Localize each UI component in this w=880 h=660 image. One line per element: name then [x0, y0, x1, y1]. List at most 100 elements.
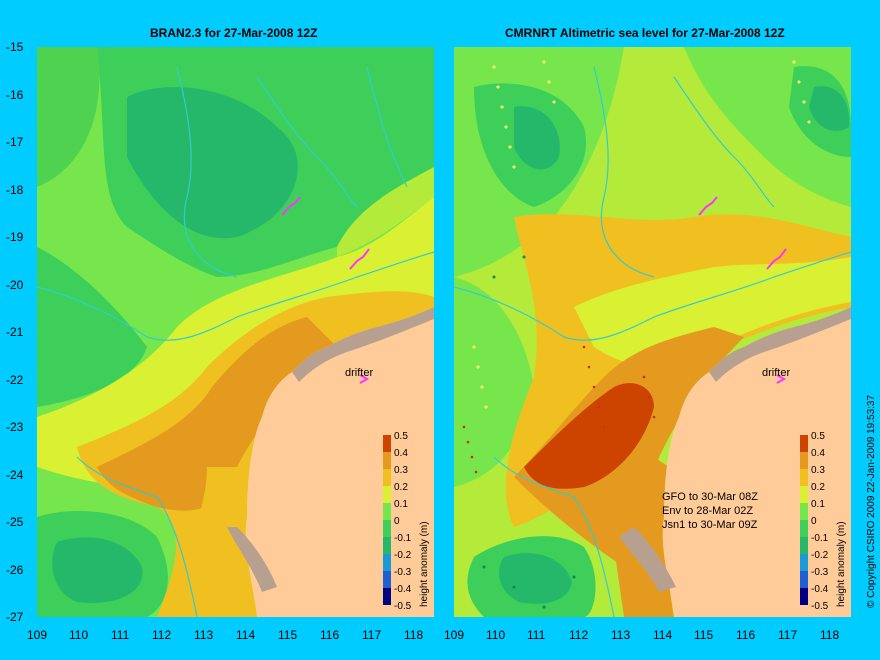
colorbar-tick: -0.2: [394, 550, 412, 561]
lon-tick: 117: [362, 628, 382, 642]
rocky-coastline: [292, 307, 434, 382]
lat-tick: -21: [6, 325, 24, 339]
rocky-coastline: [227, 527, 277, 592]
drifter-track: [349, 248, 370, 270]
lon-tick: 109: [27, 628, 48, 642]
drifter-marker: [776, 374, 787, 384]
lon-tick: 114: [236, 628, 256, 642]
colorbar: 0.5 0.4 0.3 0.2 0.1 0 -0.1 -0.2 -0.3 -0.…: [383, 431, 430, 612]
lon-tick: 110: [486, 628, 506, 642]
colorbar-tick: 0.4: [811, 448, 825, 459]
negative-anomaly-region: [37, 247, 147, 407]
colorbar: 0.5 0.4 0.3 0.2 0.1 0 -0.1 -0.2 -0.3 -0.…: [800, 431, 847, 612]
negative-anomaly-core: [809, 86, 850, 131]
lat-tick: -17: [6, 135, 24, 149]
rocky-coastline: [709, 307, 851, 382]
lon-tick: 111: [111, 628, 130, 642]
negative-anomaly-core: [514, 106, 560, 170]
colorbar-tick: -0.4: [394, 584, 412, 595]
colorbar-tick: 0.5: [394, 431, 408, 442]
lon-tick: 113: [611, 628, 631, 642]
lon-tick: 112: [152, 628, 172, 642]
lat-tick: -24: [6, 468, 24, 482]
lon-tick: 115: [694, 628, 714, 642]
colorbar-label: height anomaly (m): [419, 521, 430, 607]
positive-anomaly-band: [37, 197, 434, 486]
southwest-eddy-core: [499, 553, 572, 604]
rocky-coastline: [619, 527, 676, 592]
isobath-contour: [37, 251, 434, 341]
colorbar-tick: -0.5: [394, 601, 412, 612]
drifter-marker: [359, 374, 370, 384]
lon-tick: 114: [653, 628, 673, 642]
colorbar-tick: 0.4: [394, 448, 408, 459]
positive-anomaly-region: [97, 317, 337, 511]
isobath-contour: [593, 66, 655, 278]
lon-tick: 113: [194, 628, 214, 642]
cmrnrt-map: drifter GFO to 30-Mar 08Z Env to 28-Mar …: [454, 47, 851, 617]
positive-anomaly-core: [524, 383, 654, 489]
colorbar-label: height anomaly (m): [836, 521, 847, 607]
lat-tick: -18: [6, 183, 24, 197]
negative-anomaly-core: [127, 87, 298, 239]
jason1-pass-label: Jsn1 to 30-Mar 09Z: [662, 519, 758, 531]
lon-tick: 118: [404, 628, 424, 642]
colorbar-tick: -0.1: [394, 533, 412, 544]
bran-map: drifter 0.5 0.4 0.3 0.2 0.1 0 -0.1 -0.2 …: [37, 47, 434, 617]
southwest-eddy-core: [52, 537, 143, 603]
colorbar-tick: -0.1: [811, 533, 829, 544]
altimeter-track-dots: [462, 345, 656, 474]
lon-tick: 117: [778, 628, 798, 642]
isobath-contour: [493, 456, 615, 617]
lat-tick: -27: [6, 610, 24, 624]
isobath-contour: [256, 76, 358, 208]
lon-tick: 116: [736, 628, 756, 642]
negative-anomaly-core: [37, 47, 100, 187]
drifter-track: [281, 196, 301, 216]
colorbar-tick: 0.1: [394, 499, 408, 510]
isobath-contour: [454, 251, 851, 341]
drifter-track: [766, 248, 787, 270]
lat-tick: -16: [6, 88, 24, 102]
colorbar-tick: 0.5: [811, 431, 825, 442]
lat-tick: -15: [6, 40, 24, 54]
altimeter-track-dots: [482, 255, 576, 609]
lon-tick: 116: [320, 628, 340, 642]
colorbar-tick: 0: [811, 516, 817, 527]
lat-tick: -23: [6, 420, 24, 434]
lon-tick: 110: [69, 628, 89, 642]
drifter-label: drifter: [345, 367, 373, 379]
altimeter-track-dots: [472, 60, 811, 409]
lat-tick: -19: [6, 230, 24, 244]
right-map-title: CMRNRT Altimetric sea level for 27-Mar-2…: [505, 26, 785, 40]
gfo-pass-label: GFO to 30-Mar 08Z: [662, 491, 758, 503]
colorbar-tick: 0.2: [811, 482, 825, 493]
lon-tick: 118: [820, 628, 840, 642]
lat-tick: -20: [6, 278, 24, 292]
colorbar-tick: 0.1: [811, 499, 825, 510]
positive-anomaly-region: [177, 467, 247, 617]
colorbar-tick: -0.2: [811, 550, 829, 561]
colorbar-tick: 0.3: [811, 465, 825, 476]
positive-anomaly-band: [574, 257, 851, 367]
positive-anomaly-band: [337, 167, 434, 257]
left-map-title: BRAN2.3 for 27-Mar-2008 12Z: [150, 26, 318, 40]
colorbar-tick: 0: [394, 516, 400, 527]
lon-tick: 112: [569, 628, 589, 642]
isobath-contour: [176, 66, 238, 278]
cmrnrt-map-canvas: drifter GFO to 30-Mar 08Z Env to 28-Mar …: [454, 47, 851, 617]
envisat-pass-label: Env to 28-Mar 02Z: [662, 505, 753, 517]
copyright-notice: © Copyright CSIRO 2009 22-Jan-2009 19:53…: [866, 394, 877, 608]
colorbar-tick: -0.4: [811, 584, 829, 595]
lon-tick: 111: [527, 628, 546, 642]
lon-tick: 109: [444, 628, 465, 642]
lat-tick: -25: [6, 515, 24, 529]
colorbar-tick: 0.3: [394, 465, 408, 476]
colorbar-tick: 0.2: [394, 482, 408, 493]
isobath-contour: [673, 76, 775, 208]
lat-tick: -26: [6, 563, 24, 577]
bran-map-canvas: drifter 0.5 0.4 0.3 0.2 0.1 0 -0.1 -0.2 …: [37, 47, 434, 617]
drifter-label: drifter: [762, 367, 790, 379]
colorbar-tick: -0.3: [394, 567, 412, 578]
lon-tick: 115: [278, 628, 298, 642]
